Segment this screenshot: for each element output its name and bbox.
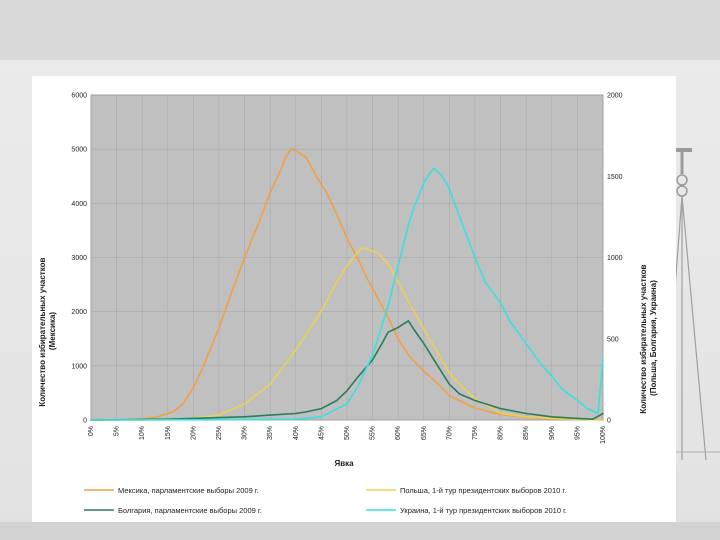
x-tick-label: 35% [267,426,274,440]
x-tick-label: 10% [139,426,146,440]
x-tick-label: 90% [549,426,556,440]
x-axis-title: Явка [334,459,354,468]
chart-card: 0 1000 2000 3000 4000 5000 6000 0 500 1000 1500 20… [32,76,676,522]
y-right-tick-label: 500 [607,336,619,343]
y-left-tick-label: 5000 [71,147,87,154]
series-line-2 [90,320,604,421]
series-line-1 [90,247,604,421]
x-tick-label: 100% [600,426,607,444]
legend-label-mexico: Мексика, парламентские выборы 2009 г. [118,486,259,495]
y-axis-left-title-line-1: Количество избирательных участков [38,258,47,407]
y-left-tick-label: 6000 [71,93,87,100]
y-left-tick-label: 2000 [71,309,87,316]
x-tick-label: 40% [293,426,300,440]
y-axis-left-title: Количество избирательных участков (Мекси… [38,255,57,406]
x-tick-label: 45% [318,426,325,440]
y-right-tick-label: 2000 [607,93,623,100]
legend-label-bulgaria: Болгария, парламентские выборы 2009 г. [118,506,262,515]
x-tick-label: 65% [421,426,428,440]
y-left-tick-label: 0 [83,418,87,425]
legend-label-ukraine: Украина, 1-й тур президентских выборов 2… [400,506,567,515]
x-tick-label: 80% [498,426,505,440]
x-tick-label: 20% [190,426,197,440]
x-tick-label: 55% [370,426,377,440]
y-left-tick-label: 4000 [71,201,87,208]
x-tick-label: 30% [242,426,249,440]
x-tick-label: 50% [344,426,351,440]
series-line-3 [90,167,604,421]
x-tick-label: 0% [88,426,95,436]
x-tick-label: 60% [395,426,402,440]
x-tick-label: 95% [574,426,581,440]
y-axis-right-title-line-1: Количество избирательных участков [639,265,648,414]
y-right-tick-label: 1000 [607,255,623,262]
x-tick-label: 25% [216,426,223,440]
slide-header-band [0,0,720,60]
y-left-tick-label: 3000 [71,255,87,262]
x-tick-label: 5% [114,426,121,436]
y-right-tick-label: 0 [607,418,611,425]
x-tick-label: 15% [165,426,172,440]
turnout-chart: 0 1000 2000 3000 4000 5000 6000 0 500 1000 1500 20… [38,93,658,516]
y-axis-left-title-line-2: (Мексика) [48,312,57,350]
y-left-tick-label: 1000 [71,363,87,370]
x-tick-label: 70% [446,426,453,440]
x-tick-label: 75% [472,426,479,440]
series-line-0 [90,148,604,421]
legend-label-poland: Польша, 1-й тур президентских выборов 20… [400,486,566,495]
y-axis-right-title: Количество избирательных участков (Польш… [639,262,658,413]
legend: Мексика, парламентские выборы 2009 г. По… [84,486,567,515]
x-tick-label: 85% [523,426,530,440]
slide-footer-band [0,522,720,540]
y-right-tick-label: 1500 [607,174,623,181]
y-axis-right-title-line-2: (Польша, Болгария, Украина) [649,280,658,396]
